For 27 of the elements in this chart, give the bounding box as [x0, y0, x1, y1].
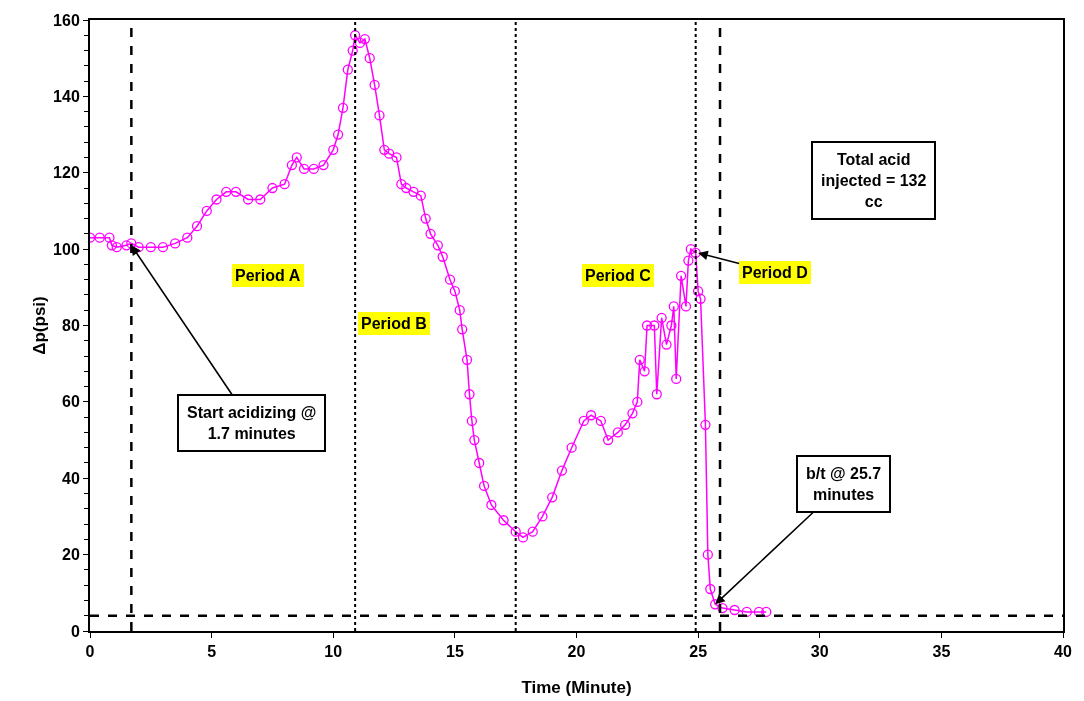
y-tick-label: 140: [53, 87, 80, 105]
y-tick-label: 100: [53, 240, 80, 258]
y-tick-label: 60: [62, 393, 80, 411]
x-tick-label: 35: [932, 643, 951, 661]
x-tick-label: 5: [207, 643, 217, 661]
annotation: Period A: [235, 267, 301, 284]
x-tick-label: 10: [324, 643, 343, 661]
annotation: Period B: [361, 315, 427, 332]
y-tick-label: 0: [70, 622, 80, 640]
annotation: b/t @ 25.7 minutes: [806, 465, 882, 503]
x-tick-label: 0: [85, 643, 95, 661]
x-tick-label: 20: [567, 643, 586, 661]
x-tick-label: 15: [445, 643, 464, 661]
x-tick-label: 40: [1054, 643, 1072, 661]
x-tick-label: 30: [810, 643, 829, 661]
y-tick-label: 20: [62, 546, 80, 564]
x-axis-title: Time (Minute): [521, 678, 632, 697]
annotation: Period D: [742, 264, 808, 281]
annotation: Start acidizing @ 1.7 minutes: [187, 404, 317, 442]
annotation: Total acid injected = 132 cc: [821, 151, 927, 210]
annotation: Period C: [585, 267, 652, 284]
y-axis-title: Δp(psi): [30, 296, 49, 355]
x-tick-label: 25: [689, 643, 708, 661]
y-tick-label: 160: [53, 11, 80, 29]
y-tick-label: 120: [53, 164, 80, 182]
y-tick-label: 80: [62, 317, 80, 335]
y-tick-label: 40: [62, 469, 80, 487]
